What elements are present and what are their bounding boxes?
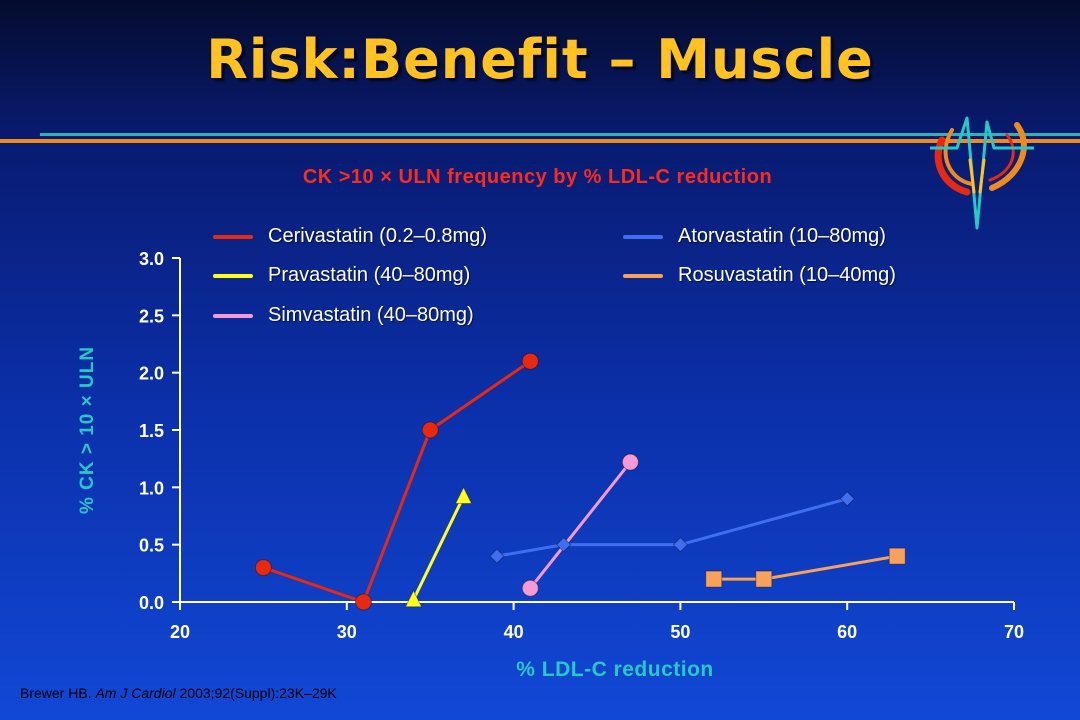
data-point xyxy=(454,486,473,505)
data-point xyxy=(705,570,723,588)
x-tick-label: 70 xyxy=(1004,622,1024,642)
data-point xyxy=(672,536,689,553)
legend-label: Simvastatin (40–80mg) xyxy=(268,304,474,326)
legend-swatch xyxy=(213,274,253,278)
data-point xyxy=(555,536,572,553)
legend-label: Pravastatin (40–80mg) xyxy=(268,264,471,286)
x-axis-label: % LDL-C reduction xyxy=(516,658,714,681)
x-tick-label: 60 xyxy=(837,622,857,642)
data-point xyxy=(354,593,372,611)
title-divider-teal xyxy=(40,133,1080,136)
x-tick-label: 50 xyxy=(670,622,690,642)
data-point xyxy=(521,579,539,597)
series-line xyxy=(262,359,532,604)
legend-label: Rosuvastatin (10–40mg) xyxy=(678,264,896,286)
legend-swatch xyxy=(213,235,253,239)
citation-rest: 2003;92(Suppl):23K–29K xyxy=(179,685,337,701)
series-line xyxy=(529,461,632,590)
data-point xyxy=(254,559,272,577)
y-tick-label: 0.0 xyxy=(139,593,164,613)
y-tick-label: 1.0 xyxy=(139,478,164,498)
data-point xyxy=(888,547,906,565)
series-line xyxy=(713,554,898,581)
legend-label: Cerivastatin (0.2–0.8mg) xyxy=(268,225,487,247)
legend-swatch xyxy=(623,235,663,239)
title-divider-orange xyxy=(0,139,1080,143)
x-tick-label: 20 xyxy=(170,622,190,642)
legend-label: Atorvastatin (10–80mg) xyxy=(678,225,886,247)
data-point xyxy=(839,491,855,507)
series-line xyxy=(412,495,465,601)
y-tick-label: 2.5 xyxy=(139,306,164,326)
y-tick-label: 1.5 xyxy=(139,421,164,441)
y-tick-label: 0.5 xyxy=(139,536,164,556)
citation-journal: Am J Cardiol xyxy=(95,685,176,701)
series-line xyxy=(496,497,848,558)
x-tick-label: 40 xyxy=(504,622,524,642)
heartbeat-logo-icon xyxy=(930,116,1034,230)
slide-title: Risk:Benefit – Muscle xyxy=(206,28,874,91)
y-axis-label: % CK > 10 × ULN xyxy=(77,345,98,515)
data-point xyxy=(404,589,423,608)
x-tick-label: 30 xyxy=(337,622,357,642)
data-point xyxy=(621,453,639,471)
data-point xyxy=(489,548,505,564)
data-point xyxy=(755,570,773,588)
y-tick-label: 2.0 xyxy=(139,364,164,384)
chart-title: CK >10 × ULN frequency by % LDL-C reduct… xyxy=(302,166,773,188)
citation-author: Brewer HB. xyxy=(20,685,92,701)
legend-swatch xyxy=(213,314,253,318)
y-tick-label: 3.0 xyxy=(139,249,164,269)
data-point xyxy=(521,352,539,370)
legend-swatch xyxy=(623,274,663,278)
data-point xyxy=(421,421,439,439)
citation: Brewer HB. Am J Cardiol 2003;92(Suppl):2… xyxy=(20,685,337,701)
